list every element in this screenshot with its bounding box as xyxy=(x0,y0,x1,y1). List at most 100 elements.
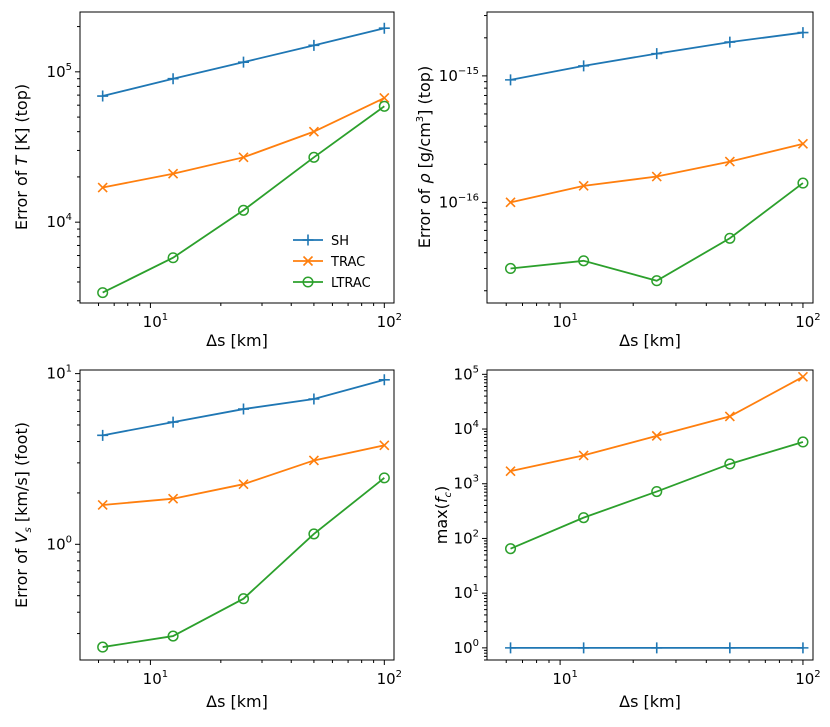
y-tick-label-1e2: 102 xyxy=(454,528,479,547)
series-line-ltrac xyxy=(102,477,385,648)
data-point-ltrac xyxy=(651,485,663,498)
data-point-ltrac xyxy=(237,593,250,605)
data-point-ltrac xyxy=(504,262,517,275)
x-tick-label-10: 101 xyxy=(552,312,577,331)
data-point-ltrac xyxy=(97,287,109,299)
data-point-sh xyxy=(167,73,179,85)
y-tick-label-1e-16: 10−16 xyxy=(439,192,479,211)
data-point-trac xyxy=(97,499,108,511)
data-point-trac xyxy=(308,126,319,137)
y-tick-label: 100 101 102 103 104 105 xyxy=(454,364,479,657)
data-point-sh xyxy=(378,22,390,34)
plot-area xyxy=(79,11,395,304)
series-line-ltrac xyxy=(102,105,385,294)
y-axis-label: max(fc) xyxy=(432,486,454,545)
data-point-ltrac xyxy=(797,436,809,448)
x-axis-label: Δs [km] xyxy=(619,331,681,350)
data-point-ltrac xyxy=(167,630,179,642)
data-point-sh xyxy=(97,429,109,441)
y-tick-label-1e4: 104 xyxy=(454,419,479,438)
data-point-sh xyxy=(651,642,663,654)
x-tick-label-100: 102 xyxy=(795,312,820,331)
data-point-ltrac xyxy=(724,458,736,470)
y-tick-label-1e4: 104 xyxy=(47,212,72,231)
data-point-trac xyxy=(379,440,390,451)
x-axis-label: Δs [km] xyxy=(619,692,681,711)
series-line-trac xyxy=(102,444,385,506)
panel-max-fc: 101 102 100 101 102 103 104 105 Δs [km] … xyxy=(432,364,821,711)
series-layer xyxy=(97,22,390,299)
plot-area xyxy=(486,11,814,304)
plot-area xyxy=(79,369,395,661)
data-point-trac xyxy=(505,197,516,208)
data-point-sh xyxy=(308,393,320,405)
data-point-ltrac xyxy=(724,232,736,244)
legend-entry-sh: SH xyxy=(293,234,349,249)
data-point-ltrac xyxy=(308,528,320,540)
legend-entry-ltrac: LTRAC xyxy=(293,276,371,291)
y-tick-label-1e1: 101 xyxy=(47,364,72,383)
x-axis-label: Δs [km] xyxy=(206,331,268,350)
x-tick-label: 101 102 xyxy=(143,312,402,331)
tick-layer xyxy=(75,373,385,665)
series-line-ltrac xyxy=(510,441,804,550)
y-tick-label-1e0: 100 xyxy=(454,638,479,657)
data-point-ltrac xyxy=(378,472,390,484)
data-point-trac xyxy=(724,411,735,422)
legend-label-trac: TRAC xyxy=(330,255,365,270)
data-point-ltrac xyxy=(237,204,250,216)
data-point-trac xyxy=(168,168,179,179)
data-point-trac xyxy=(238,479,249,490)
data-point-sh xyxy=(578,60,590,72)
x-tick-label-10: 101 xyxy=(143,312,168,331)
data-point-sh xyxy=(797,642,809,654)
x-tick-label: 101 102 xyxy=(143,669,402,688)
y-axis-label: Error of T [K] (top) xyxy=(12,84,31,230)
data-point-ltrac xyxy=(504,543,517,555)
data-point-ltrac xyxy=(578,512,590,524)
series-line-trac xyxy=(510,376,804,473)
series-layer xyxy=(504,27,809,287)
data-point-ltrac xyxy=(308,151,320,163)
x-tick-label-10: 101 xyxy=(552,669,577,688)
data-point-sh xyxy=(505,74,517,86)
x-tick-label-100: 102 xyxy=(377,669,402,688)
y-tick-label-1e3: 103 xyxy=(454,474,479,493)
data-point-ltrac xyxy=(378,100,390,112)
x-tick-label-100: 102 xyxy=(377,312,402,331)
y-tick-label-1e5: 105 xyxy=(454,364,479,383)
panel-velocity: 101 102 100 101 Δs [km] Error of Vs [km/… xyxy=(12,364,402,711)
legend-plus-marker xyxy=(302,234,314,246)
x-tick-label: 101 102 xyxy=(552,669,820,688)
data-point-trac xyxy=(578,450,589,461)
data-point-trac xyxy=(97,182,108,193)
tick-layer xyxy=(482,15,804,308)
y-tick-label-1e-15: 10−15 xyxy=(439,66,479,85)
series-line-trac xyxy=(102,97,385,189)
plot-area xyxy=(486,369,814,661)
panel-density: 101 102 10−16 10−15 Δs [km] Error of ρ [… xyxy=(415,11,821,350)
y-tick-label-1e0: 100 xyxy=(47,534,72,553)
series-line-ltrac xyxy=(510,182,804,282)
legend-circle-marker xyxy=(302,276,314,288)
y-tick-label-1e5: 105 xyxy=(47,62,72,81)
tick-layer xyxy=(75,26,385,308)
data-point-sh xyxy=(797,27,809,39)
data-point-trac xyxy=(797,138,809,149)
data-point-trac xyxy=(578,180,589,191)
legend-x-marker xyxy=(302,255,314,267)
data-point-sh xyxy=(724,642,736,654)
data-point-sh xyxy=(724,36,736,48)
x-axis-label: Δs [km] xyxy=(206,692,268,711)
data-point-trac xyxy=(797,371,809,382)
y-tick-label: 104 105 xyxy=(47,62,72,231)
data-point-trac xyxy=(238,152,249,163)
data-point-sh xyxy=(505,642,517,654)
data-point-trac xyxy=(168,493,179,504)
data-point-sh xyxy=(308,39,320,51)
legend-entry-trac: TRAC xyxy=(293,255,365,270)
x-tick-label: 101 102 xyxy=(552,312,820,331)
x-tick-label-10: 101 xyxy=(143,669,168,688)
data-point-trac xyxy=(308,455,319,466)
